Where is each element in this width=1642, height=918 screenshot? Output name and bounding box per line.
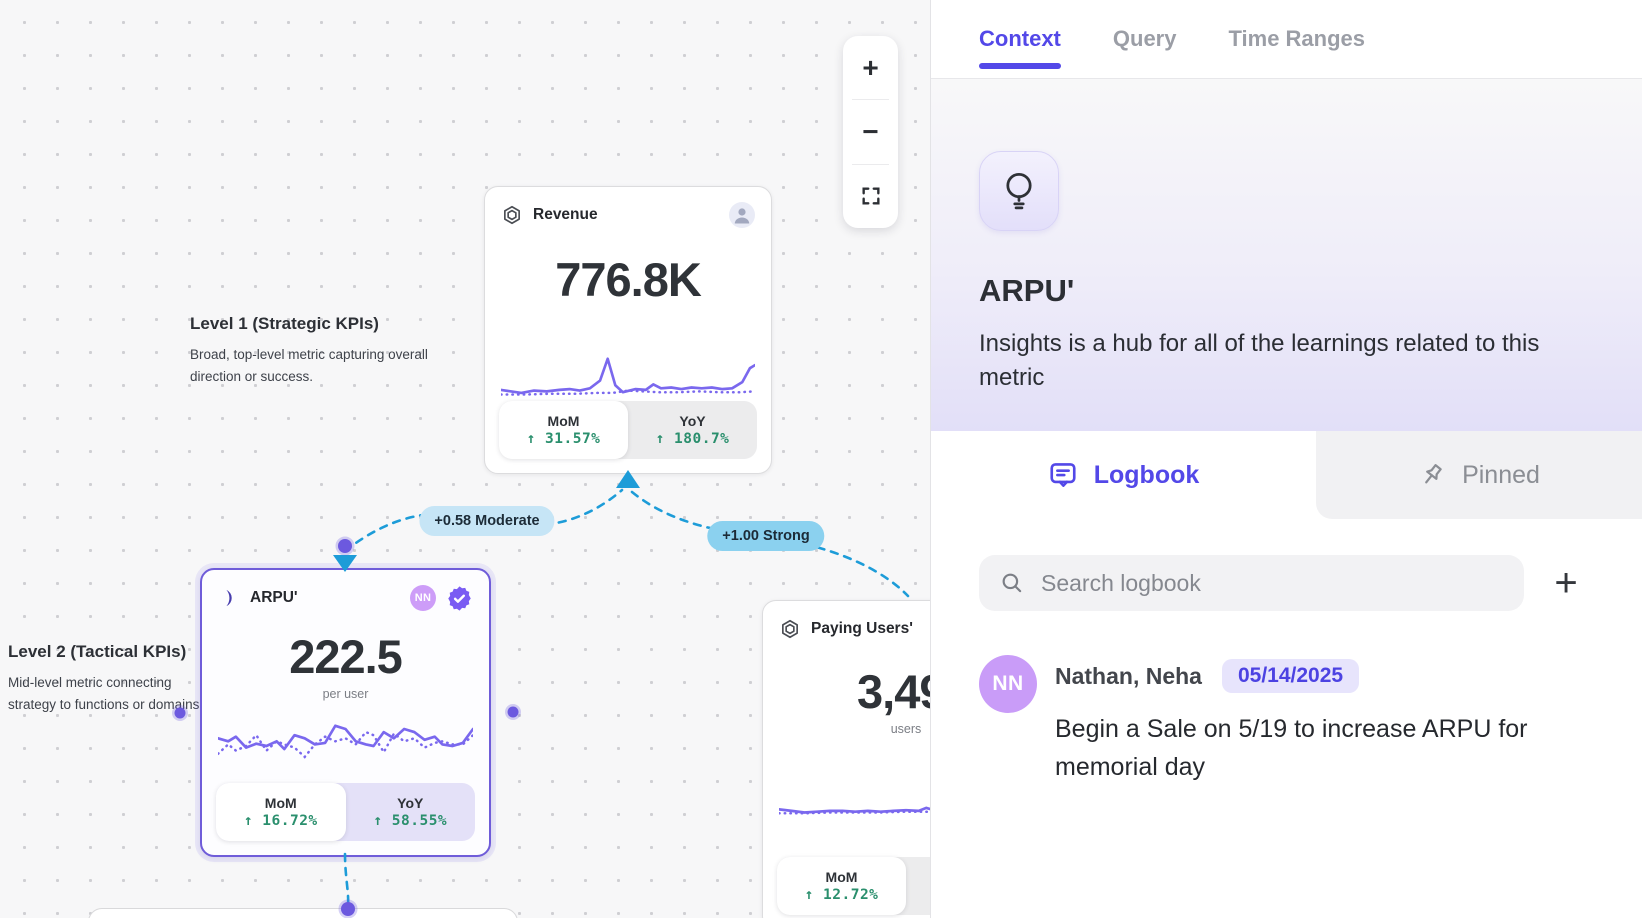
metric-value: 776.8K <box>555 253 702 306</box>
panel-tab-bar: Context Query Time Ranges <box>931 0 1642 79</box>
tab-query[interactable]: Query <box>1112 26 1177 51</box>
mom-stat[interactable]: MoM ↑ 16.72% <box>216 783 346 841</box>
mom-label: MoM <box>825 869 858 885</box>
level-2-title: Level 2 (Tactical KPIs) <box>8 642 187 661</box>
tab-context[interactable]: Context <box>979 0 1061 78</box>
mom-stat[interactable]: MoM ↑ 31.57% <box>499 401 628 459</box>
metric-description: Insights is a hub for all of the learnin… <box>979 330 1540 392</box>
metric-unit: per user <box>322 687 369 702</box>
metric-hexagon-icon <box>501 204 523 226</box>
zoom-out-button[interactable]: − <box>843 100 898 163</box>
card-title: Paying Users' <box>811 620 913 637</box>
edge-arpu-child <box>343 852 350 907</box>
entry-author-avatar: NN <box>979 655 1037 714</box>
metric-value: 3,49 <box>857 665 930 718</box>
metric-value: 222.5 <box>289 630 403 683</box>
level-1-description: Broad, top-level metric capturing overal… <box>190 347 428 384</box>
sparkline-chart <box>501 357 755 397</box>
card-title: Revenue <box>533 206 598 223</box>
logbook-entry[interactable]: NN Nathan, Neha 05/14/2025 Begin a Sale … <box>979 655 1594 786</box>
entry-date-badge[interactable]: 05/14/2025 <box>1221 659 1360 694</box>
edge-label-strong[interactable]: +1.00 Strong <box>707 521 825 551</box>
metric-hexagon-icon <box>779 618 801 640</box>
yoy-stat[interactable] <box>906 857 930 915</box>
tab-time-ranges[interactable]: Time Ranges <box>1228 26 1366 51</box>
metric-title: ARPU' <box>979 273 1075 308</box>
verified-badge-icon <box>446 585 473 612</box>
metric-detail-panel: Context Query Time Ranges ARPU' Insights… <box>930 0 1642 918</box>
mom-label: MoM <box>264 795 297 811</box>
lightbulb-icon <box>1006 172 1032 210</box>
logbook-search-box[interactable] <box>979 555 1524 612</box>
yoy-stat[interactable]: YoY ↑ 180.7% <box>628 401 757 459</box>
sparkline-chart <box>218 724 473 760</box>
mom-value: ↑ 16.72% <box>243 813 318 829</box>
metric-hero-section: ARPU' Insights is a hub for all of the l… <box>931 79 1642 432</box>
entry-text: Begin a Sale on 5/19 to increase ARPU fo… <box>1055 715 1528 781</box>
card-title: ARPU' <box>250 589 298 606</box>
sparkline-chart <box>779 806 930 815</box>
yoy-value: ↑ 58.55% <box>373 813 448 829</box>
yoy-value: ↑ 180.7% <box>655 431 730 447</box>
search-icon <box>1002 573 1022 593</box>
mom-label: MoM <box>547 413 580 429</box>
divider <box>852 99 889 101</box>
canvas-zoom-controls: + − <box>843 36 898 228</box>
offscreen-card-peek <box>88 908 518 918</box>
fit-view-button[interactable] <box>843 165 898 228</box>
logbook-search-row: + <box>979 555 1594 612</box>
tab-logbook[interactable]: Logbook <box>931 431 1316 520</box>
mom-value: ↑ 31.57% <box>526 431 601 447</box>
logbook-label: Logbook <box>1093 460 1200 489</box>
level-1-title: Level 1 (Strategic KPIs) <box>190 314 379 333</box>
pinned-label: Pinned <box>1462 460 1540 489</box>
search-input[interactable] <box>1041 569 1504 597</box>
metric-card-arpu[interactable]: ARPU' NN 222.5 per user MoM ↑ 16.72% <box>200 568 491 857</box>
yoy-stat[interactable]: YoY ↑ 58.55% <box>346 783 476 841</box>
zoom-in-button[interactable]: + <box>843 36 898 99</box>
crescent-icon <box>218 587 240 609</box>
mom-value: ↑ 12.72% <box>804 887 879 903</box>
user-initials-badge[interactable]: NN <box>410 585 436 611</box>
logbook-pinned-tabs: Logbook Pinned <box>931 431 1642 520</box>
metric-card-revenue[interactable]: Revenue 776.8K MoM ↑ 31.57% YoY <box>484 186 772 474</box>
metric-unit: users <box>890 722 922 737</box>
insight-icon-tile <box>979 151 1059 231</box>
yoy-label: YoY <box>679 413 706 429</box>
level-2-description: Mid-level metric connecting strategy to … <box>8 675 204 712</box>
yoy-label: YoY <box>397 795 424 811</box>
add-log-entry-button[interactable]: + <box>1538 555 1594 611</box>
logbook-icon <box>1050 463 1076 488</box>
metric-card-paying-users[interactable]: Paying Users' 3,49 users MoM ↑ 12.72% <box>762 600 930 918</box>
edge-label-moderate[interactable]: +0.58 Moderate <box>419 506 555 536</box>
handle-arpu-right <box>505 704 521 720</box>
metric-canvas[interactable]: +0.58 Moderate +1.00 Strong Level 1 (Str… <box>0 0 930 918</box>
owner-avatar-icon[interactable] <box>729 202 755 228</box>
pin-icon <box>1425 464 1442 484</box>
level-1-annotation: Level 1 (Strategic KPIs) Broad, top-leve… <box>190 314 428 387</box>
mom-stat[interactable]: MoM ↑ 12.72% <box>777 857 906 915</box>
entry-author-name: Nathan, Neha <box>1055 662 1202 689</box>
fit-view-icon <box>861 187 880 205</box>
level-2-annotation: Level 2 (Tactical KPIs) Mid-level metric… <box>8 642 218 715</box>
tab-pinned[interactable]: Pinned <box>1316 431 1642 520</box>
handle-arpu-top <box>335 536 355 556</box>
divider <box>852 163 889 165</box>
